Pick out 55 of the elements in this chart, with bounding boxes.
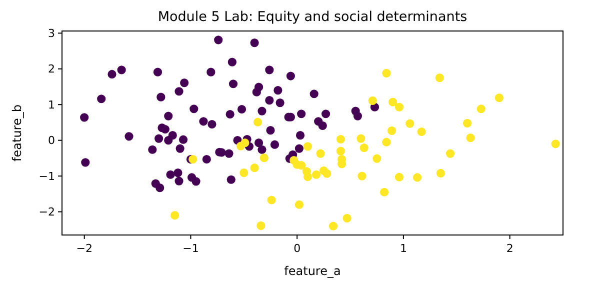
x-tick-label: 0 (294, 242, 301, 255)
x-axis-title: feature_a (284, 264, 341, 278)
point (394, 172, 404, 182)
point (188, 154, 198, 164)
point (466, 134, 475, 142)
point (240, 138, 250, 148)
point (303, 142, 312, 151)
point (436, 168, 445, 178)
point (322, 169, 332, 178)
x-tick-label: 1 (400, 242, 407, 255)
point (260, 154, 268, 162)
point (336, 134, 345, 144)
point (240, 168, 248, 178)
x-tick-label: 2 (506, 242, 514, 255)
point (394, 102, 404, 112)
point (388, 98, 398, 106)
point (382, 68, 391, 78)
point (328, 222, 338, 230)
point (446, 149, 455, 158)
point (551, 140, 560, 148)
y-tick-label: 3 (48, 26, 55, 40)
point (312, 170, 321, 179)
point (253, 118, 262, 126)
y-tick-label: 0 (48, 134, 55, 148)
chart-title: Module 5 Lab: Equity and social determinants (158, 9, 468, 25)
point (170, 211, 180, 220)
point (406, 119, 414, 128)
point (294, 200, 304, 209)
point (435, 74, 444, 82)
point (476, 104, 486, 114)
point (360, 144, 368, 152)
y-tick-label: −1 (38, 170, 55, 183)
x-tick-label: −2 (76, 242, 92, 255)
point (372, 154, 382, 163)
point (267, 196, 276, 204)
point (342, 214, 352, 222)
point (368, 96, 377, 105)
point (387, 126, 396, 135)
y-tick-label: −2 (38, 206, 55, 219)
point (250, 164, 259, 172)
y-tick-label: 2 (48, 62, 55, 76)
x-tick-label: −1 (182, 242, 199, 255)
point (462, 118, 472, 128)
point (494, 94, 504, 102)
point (256, 221, 266, 230)
point (380, 188, 389, 196)
point (336, 146, 345, 156)
point (412, 173, 422, 182)
point (382, 138, 391, 146)
y-tick-label: 1 (48, 98, 55, 112)
y-axis-title: feature_b (10, 104, 24, 162)
point (316, 149, 325, 158)
point (417, 127, 426, 136)
point (358, 172, 366, 180)
point (356, 134, 366, 143)
